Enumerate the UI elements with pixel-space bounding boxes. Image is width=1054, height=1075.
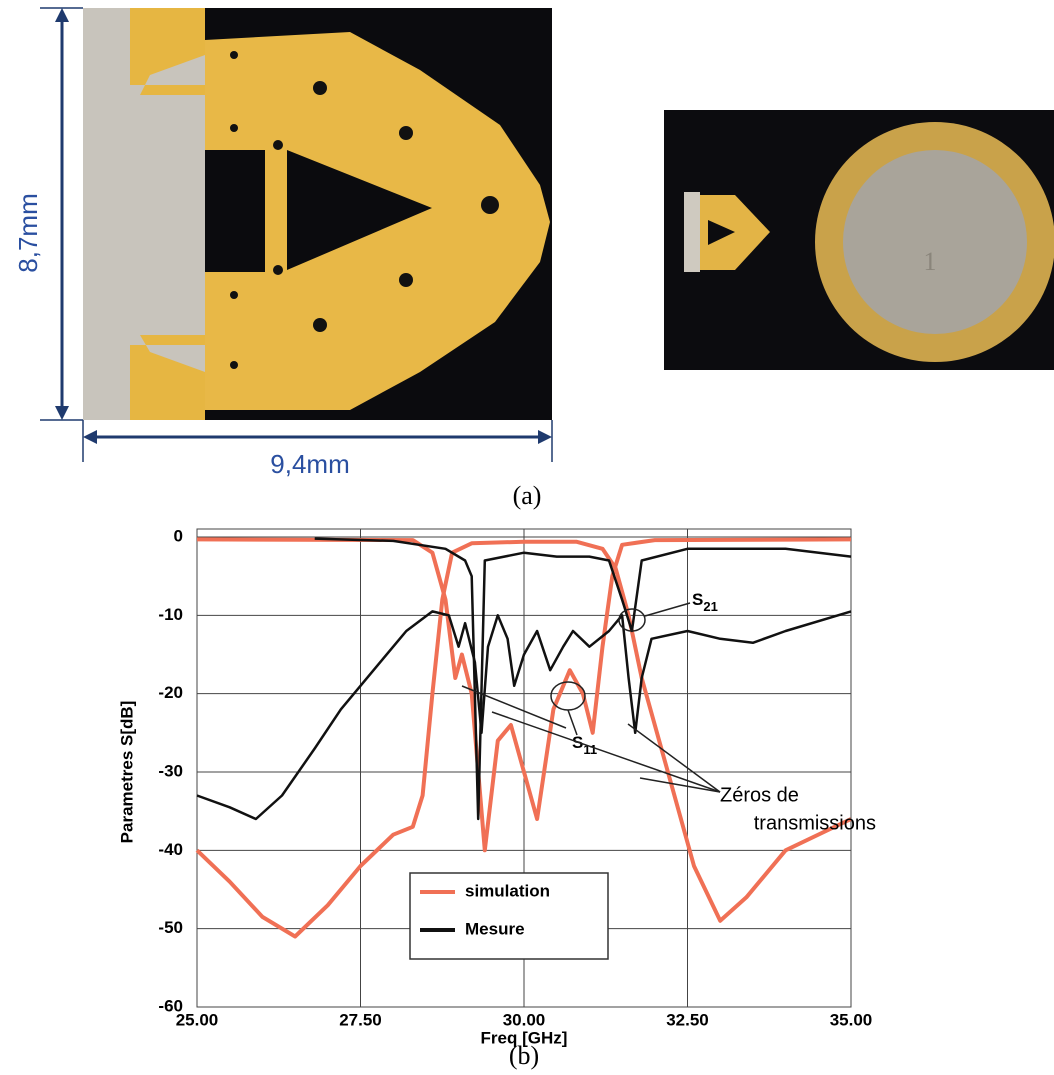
panel-caption: (b) — [509, 1041, 539, 1070]
y-tick-label: -60 — [158, 996, 183, 1015]
width-label: 9,4mm — [270, 449, 349, 479]
dimension-arrows — [40, 7, 553, 462]
annotation-circle — [618, 608, 646, 632]
annotation-text: Zéros de — [720, 784, 799, 806]
annotation-line — [639, 777, 721, 793]
annotation-line — [644, 602, 691, 617]
legend-label: simulation — [465, 881, 550, 900]
x-tick-label: 32.50 — [666, 1010, 709, 1029]
y-tick-label: -40 — [158, 840, 183, 859]
annotation-subscript: 21 — [703, 599, 717, 614]
series-line — [196, 537, 852, 853]
y-tick-label: -20 — [158, 683, 183, 702]
annotation-line — [567, 709, 578, 736]
legend-label: Mesure — [465, 919, 525, 938]
annotation-line — [491, 711, 721, 793]
y-tick-label: -50 — [158, 918, 183, 937]
annotation-text: transmissions — [754, 812, 876, 834]
x-tick-label: 30.00 — [503, 1010, 546, 1029]
y-tick-label: 0 — [174, 526, 183, 545]
panel-caption: (a) — [513, 481, 542, 510]
y-axis-label: Parametres S[dB] — [117, 701, 136, 844]
filter-photo — [83, 8, 552, 420]
series-line — [314, 537, 852, 821]
annotation: S21 — [692, 590, 718, 614]
coin-photo: 1 — [664, 110, 1054, 370]
y-tick-label: -30 — [158, 761, 183, 780]
y-tick-label: -10 — [158, 605, 183, 624]
annotation-line — [461, 685, 567, 729]
x-tick-label: 35.00 — [830, 1010, 873, 1029]
x-tick-label: 25.00 — [176, 1010, 219, 1029]
x-tick-label: 27.50 — [339, 1010, 382, 1029]
height-label: 8,7mm — [13, 193, 43, 272]
series-line — [195, 539, 852, 939]
legend-box — [409, 872, 609, 960]
svg-text:1: 1 — [924, 247, 937, 276]
x-axis-label: Freq [GHz] — [481, 1028, 568, 1047]
annotation-text: S — [692, 590, 703, 609]
series-line — [196, 610, 852, 821]
annotation-line — [627, 723, 721, 793]
